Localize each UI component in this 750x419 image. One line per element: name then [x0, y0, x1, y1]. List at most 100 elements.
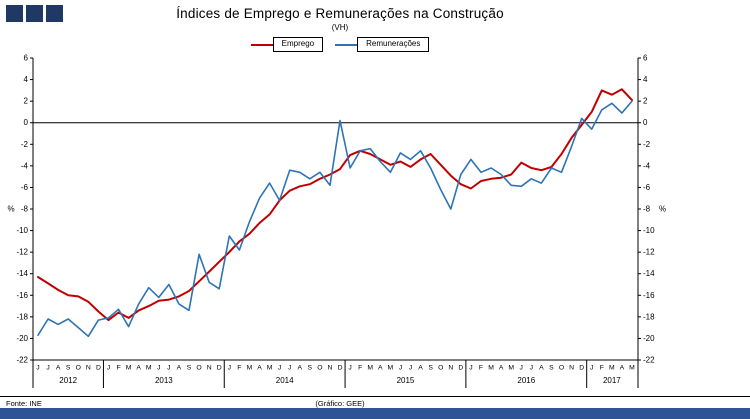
svg-text:4: 4 — [643, 75, 648, 84]
svg-text:O: O — [317, 365, 322, 372]
svg-text:A: A — [297, 365, 302, 372]
svg-text:M: M — [126, 365, 132, 372]
svg-text:A: A — [378, 365, 383, 372]
svg-text:-20: -20 — [643, 334, 655, 343]
svg-text:J: J — [288, 365, 291, 372]
svg-text:%: % — [7, 205, 14, 214]
footer-divider — [0, 396, 750, 397]
svg-text:J: J — [399, 365, 402, 372]
svg-text:N: N — [207, 365, 212, 372]
svg-text:2014: 2014 — [276, 376, 294, 385]
svg-text:D: D — [458, 365, 463, 372]
svg-text:S: S — [428, 365, 433, 372]
legend-entry-emprego: Emprego — [250, 37, 324, 52]
source-note: Fonte: INE — [6, 399, 42, 408]
svg-text:2015: 2015 — [397, 376, 415, 385]
legend-entry-remuneracoes: Remunerações — [335, 37, 430, 52]
svg-text:M: M — [388, 365, 394, 372]
svg-text:S: S — [187, 365, 192, 372]
svg-text:2: 2 — [24, 97, 29, 106]
svg-text:F: F — [358, 365, 362, 372]
chart-legend: Emprego Remunerações — [40, 37, 640, 52]
svg-text:A: A — [56, 365, 61, 372]
svg-text:-10: -10 — [16, 226, 28, 235]
svg-text:-22: -22 — [16, 356, 28, 365]
svg-text:J: J — [167, 365, 170, 372]
credit-note: (Gráfico: GEE) — [315, 399, 365, 408]
svg-text:0: 0 — [24, 118, 29, 127]
svg-text:%: % — [659, 205, 666, 214]
svg-text:N: N — [86, 365, 91, 372]
svg-text:-16: -16 — [16, 291, 28, 300]
svg-text:M: M — [247, 365, 253, 372]
svg-text:-4: -4 — [643, 161, 651, 170]
svg-text:M: M — [508, 365, 514, 372]
svg-text:J: J — [469, 365, 472, 372]
svg-text:2017: 2017 — [603, 376, 621, 385]
svg-text:0: 0 — [643, 118, 648, 127]
svg-text:J: J — [278, 365, 281, 372]
svg-text:2012: 2012 — [59, 376, 77, 385]
emprego-line-swatch — [250, 43, 273, 46]
svg-text:D: D — [96, 365, 101, 372]
svg-text:-16: -16 — [643, 291, 655, 300]
svg-text:F: F — [237, 365, 241, 372]
svg-text:J: J — [46, 365, 49, 372]
svg-text:N: N — [328, 365, 333, 372]
svg-text:M: M — [146, 365, 152, 372]
svg-text:2013: 2013 — [155, 376, 173, 385]
svg-text:-2: -2 — [21, 140, 29, 149]
svg-text:F: F — [479, 365, 483, 372]
svg-text:-12: -12 — [16, 248, 28, 257]
svg-text:S: S — [66, 365, 71, 372]
svg-text:-18: -18 — [16, 312, 28, 321]
svg-text:J: J — [590, 365, 593, 372]
svg-text:J: J — [36, 365, 39, 372]
svg-text:O: O — [438, 365, 443, 372]
chart-subtitle: (VH) — [331, 23, 349, 32]
svg-text:J: J — [348, 365, 351, 372]
svg-text:J: J — [530, 365, 533, 372]
svg-text:D: D — [579, 365, 584, 372]
svg-text:A: A — [418, 365, 423, 372]
svg-text:M: M — [267, 365, 273, 372]
svg-text:-8: -8 — [21, 205, 29, 214]
svg-text:O: O — [196, 365, 201, 372]
chart-title: Índices de Emprego e Remunerações na Con… — [176, 6, 504, 21]
svg-text:6: 6 — [643, 54, 648, 63]
svg-text:-22: -22 — [643, 356, 655, 365]
svg-text:M: M — [629, 365, 635, 372]
svg-text:D: D — [217, 365, 222, 372]
logo-square-icon — [6, 5, 23, 22]
svg-text:A: A — [620, 365, 625, 372]
svg-text:M: M — [609, 365, 615, 372]
bottom-accent-bar — [0, 408, 750, 419]
svg-text:-14: -14 — [643, 269, 655, 278]
svg-text:A: A — [177, 365, 182, 372]
svg-text:4: 4 — [24, 75, 29, 84]
svg-text:M: M — [488, 365, 494, 372]
svg-text:A: A — [539, 365, 544, 372]
svg-text:-14: -14 — [16, 269, 28, 278]
svg-text:F: F — [600, 365, 604, 372]
svg-text:J: J — [520, 365, 523, 372]
svg-text:-4: -4 — [21, 161, 29, 170]
legend-label-remuneracoes: Remunerações — [357, 37, 430, 52]
svg-text:-20: -20 — [16, 334, 28, 343]
svg-text:A: A — [257, 365, 262, 372]
svg-text:-6: -6 — [21, 183, 29, 192]
svg-text:-8: -8 — [643, 205, 651, 214]
svg-text:J: J — [107, 365, 110, 372]
svg-text:6: 6 — [24, 54, 29, 63]
svg-text:-6: -6 — [643, 183, 651, 192]
svg-text:A: A — [499, 365, 504, 372]
svg-text:M: M — [367, 365, 373, 372]
svg-text:J: J — [228, 365, 231, 372]
logo-square-icon — [46, 5, 63, 22]
svg-text:O: O — [559, 365, 564, 372]
svg-text:2: 2 — [643, 97, 648, 106]
svg-text:F: F — [116, 365, 120, 372]
svg-text:-10: -10 — [643, 226, 655, 235]
svg-text:-2: -2 — [643, 140, 651, 149]
